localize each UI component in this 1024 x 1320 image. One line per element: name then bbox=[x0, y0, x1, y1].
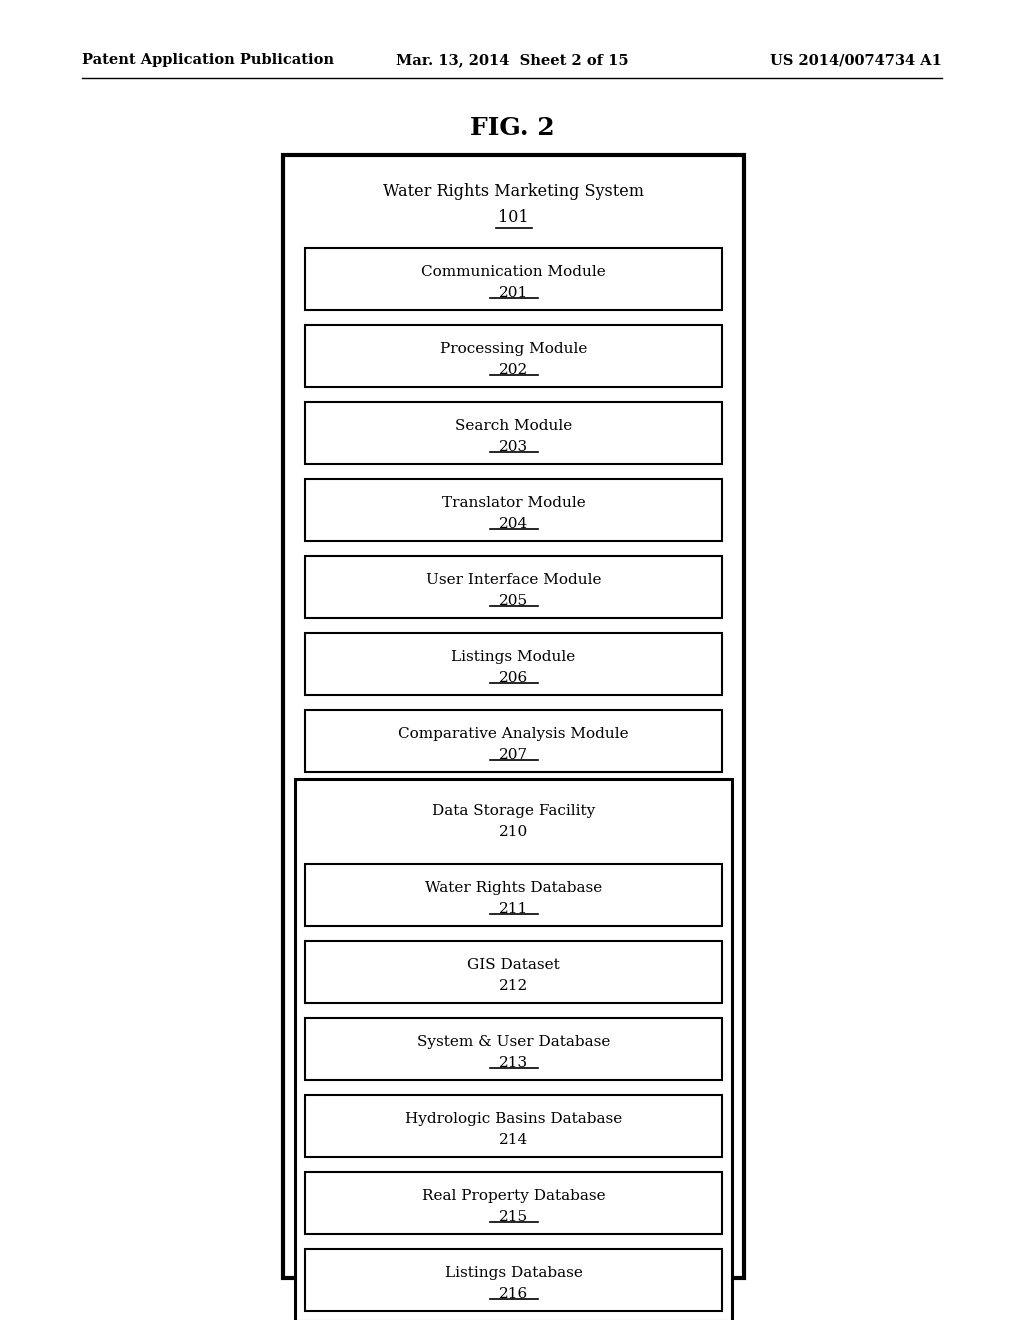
Text: Processing Module: Processing Module bbox=[440, 342, 587, 355]
Text: Hydrologic Basins Database: Hydrologic Basins Database bbox=[404, 1111, 623, 1126]
Text: 212: 212 bbox=[499, 978, 528, 993]
Text: FIG. 2: FIG. 2 bbox=[470, 116, 554, 140]
Text: Data Storage Facility: Data Storage Facility bbox=[432, 804, 595, 817]
Text: US 2014/0074734 A1: US 2014/0074734 A1 bbox=[770, 53, 942, 67]
Bar bbox=[305, 941, 722, 1003]
Bar bbox=[305, 403, 722, 465]
Bar bbox=[305, 479, 722, 541]
Bar bbox=[305, 1249, 722, 1311]
Text: 203: 203 bbox=[499, 440, 528, 454]
Bar bbox=[305, 1096, 722, 1158]
Bar bbox=[305, 1172, 722, 1234]
Bar bbox=[305, 325, 722, 387]
Bar bbox=[305, 1018, 722, 1080]
Bar bbox=[305, 710, 722, 772]
Text: 216: 216 bbox=[499, 1287, 528, 1300]
Text: System & User Database: System & User Database bbox=[417, 1035, 610, 1048]
Text: Translator Module: Translator Module bbox=[441, 495, 586, 510]
Bar bbox=[283, 154, 744, 1278]
Text: 213: 213 bbox=[499, 1056, 528, 1069]
Bar bbox=[305, 865, 722, 927]
Text: Mar. 13, 2014  Sheet 2 of 15: Mar. 13, 2014 Sheet 2 of 15 bbox=[395, 53, 629, 67]
Text: 205: 205 bbox=[499, 594, 528, 607]
Text: 214: 214 bbox=[499, 1133, 528, 1147]
Bar bbox=[305, 248, 722, 310]
Text: Communication Module: Communication Module bbox=[421, 264, 606, 279]
Text: Comparative Analysis Module: Comparative Analysis Module bbox=[398, 726, 629, 741]
Text: 215: 215 bbox=[499, 1209, 528, 1224]
Text: 211: 211 bbox=[499, 902, 528, 916]
Text: Water Rights Database: Water Rights Database bbox=[425, 880, 602, 895]
Text: Patent Application Publication: Patent Application Publication bbox=[82, 53, 334, 67]
Text: 210: 210 bbox=[499, 825, 528, 838]
Text: Water Rights Marketing System: Water Rights Marketing System bbox=[383, 183, 644, 201]
Text: 202: 202 bbox=[499, 363, 528, 376]
Text: Listings Database: Listings Database bbox=[444, 1266, 583, 1279]
Text: Listings Module: Listings Module bbox=[452, 649, 575, 664]
Text: Real Property Database: Real Property Database bbox=[422, 1188, 605, 1203]
Text: 207: 207 bbox=[499, 747, 528, 762]
Text: 101: 101 bbox=[499, 210, 528, 227]
Text: Search Module: Search Module bbox=[455, 418, 572, 433]
Bar bbox=[305, 634, 722, 696]
Text: 206: 206 bbox=[499, 671, 528, 685]
Bar bbox=[295, 779, 732, 1320]
Text: 204: 204 bbox=[499, 516, 528, 531]
Text: User Interface Module: User Interface Module bbox=[426, 573, 601, 586]
Text: 201: 201 bbox=[499, 285, 528, 300]
Text: GIS Dataset: GIS Dataset bbox=[467, 957, 560, 972]
Bar bbox=[305, 556, 722, 618]
